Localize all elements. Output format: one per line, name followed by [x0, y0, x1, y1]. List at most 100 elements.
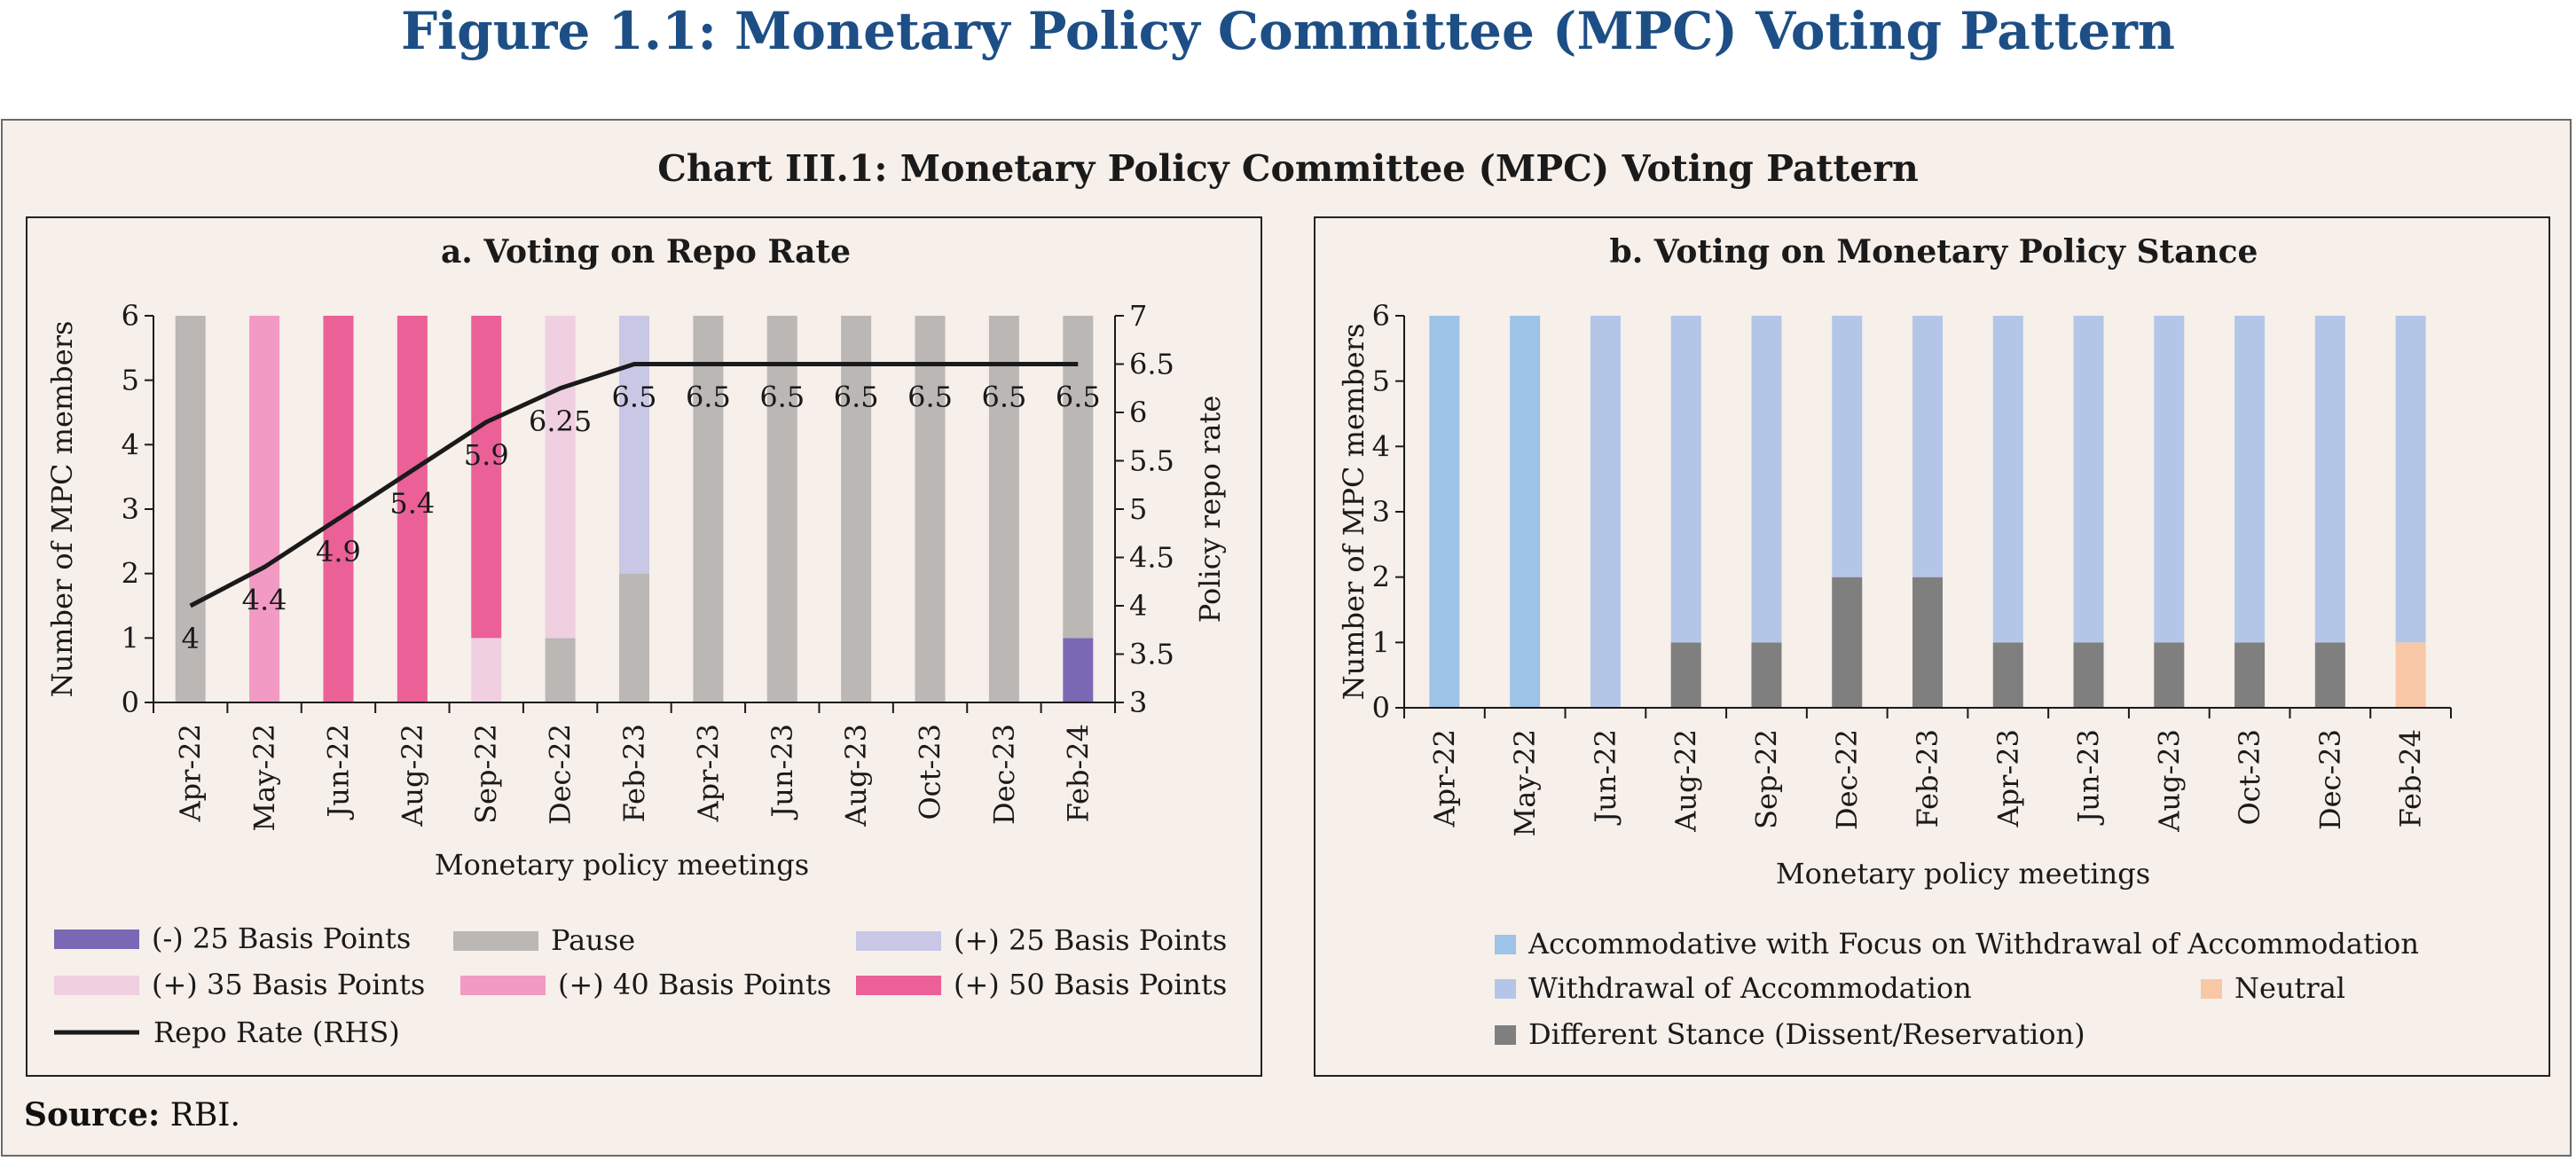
x-tick-label: Aug-22	[396, 724, 429, 828]
bar-segment	[2154, 316, 2185, 643]
source-label: Source:	[24, 1096, 161, 1134]
x-tick-label: Feb-23	[617, 724, 651, 822]
y-tick-label-left: 4	[122, 428, 139, 461]
y-tick-label-right: 4.5	[1129, 541, 1174, 575]
bar-segment	[1912, 577, 1943, 708]
bar-segment	[2154, 642, 2185, 708]
bar-segment	[1063, 316, 1094, 639]
bar-segment	[2234, 642, 2266, 708]
bar-segment	[2395, 316, 2426, 643]
bar-segment	[1063, 638, 1094, 702]
bar-segment	[471, 638, 502, 702]
legend-swatch	[54, 930, 139, 949]
repo-rate-data-label: 6.5	[686, 380, 731, 414]
repo-rate-data-label: 6.5	[759, 380, 805, 414]
bar-segment	[915, 316, 946, 702]
x-tick-label: May-22	[1508, 729, 1542, 836]
y-tick-label-left: 3	[1372, 495, 1390, 529]
x-tick-label: Apr-22	[1427, 729, 1461, 828]
repo-rate-data-label: 6.5	[907, 380, 953, 414]
legend-item: Withdrawal of Accommodation	[1495, 971, 1972, 1005]
bar-segment	[619, 316, 649, 574]
repo-rate-data-label: 6.5	[612, 380, 657, 414]
panel-b-policy-stance: b. Voting on Monetary Policy Stance 0 1 2 3 4…	[1314, 216, 2550, 1077]
x-tick-label: Feb-24	[1061, 724, 1095, 822]
repo-rate-data-label: 6.5	[981, 380, 1026, 414]
legend-label: (+) 40 Basis Points	[558, 968, 831, 1001]
x-tick-label: Aug-23	[2152, 729, 2186, 833]
y-tick-label-left: 5	[1372, 365, 1390, 398]
legend-item: (+) 40 Basis Points	[460, 968, 831, 1001]
y-axis-label-right: Policy repo rate	[1193, 396, 1227, 623]
legend-swatch	[856, 976, 941, 995]
x-tick-label: Apr-23	[691, 724, 725, 822]
source-note: Source: RBI.	[24, 1096, 240, 1134]
repo-rate-data-label: 5.4	[389, 486, 435, 520]
bar-segment	[988, 316, 1019, 702]
legend-item: Repo Rate (RHS)	[54, 1016, 400, 1049]
chart-container: Chart III.1: Monetary Policy Committee (…	[1, 119, 2572, 1157]
legend-label: Neutral	[2234, 971, 2345, 1005]
legend-label: Pause	[551, 923, 635, 957]
bar-segment	[249, 316, 280, 702]
x-tick-label: Oct-23	[914, 724, 947, 820]
y-tick-label-right: 7	[1129, 299, 1147, 333]
x-tick-label: Jun-23	[766, 724, 799, 820]
legend-item: (+) 25 Basis Points	[856, 923, 1227, 957]
bar-segment	[1429, 316, 1460, 708]
y-tick-label-left: 0	[122, 686, 139, 719]
bar-segment	[471, 316, 502, 639]
legend-label: Withdrawal of Accommodation	[1528, 971, 1972, 1005]
bar-segment	[1992, 642, 2023, 708]
y-tick-label-left: 0	[1372, 691, 1390, 725]
x-axis-label: Monetary policy meetings	[435, 848, 809, 882]
legend-label: Different Stance (Dissent/Reservation)	[1528, 1017, 2085, 1051]
x-tick-label: Feb-23	[1911, 729, 1944, 828]
bar-segment	[1912, 316, 1943, 577]
bar-segment	[2395, 642, 2426, 708]
x-tick-label: Dec-23	[987, 724, 1021, 825]
x-tick-label: Aug-23	[839, 724, 873, 828]
bar-segment	[1832, 316, 1863, 577]
y-tick-label-left: 2	[1372, 561, 1390, 594]
bar-segment	[1751, 642, 1782, 708]
bar-segment	[2314, 316, 2345, 643]
y-tick-label-left: 2	[122, 557, 139, 591]
bar-segment	[841, 316, 872, 702]
legend-label: Repo Rate (RHS)	[153, 1016, 400, 1049]
y-tick-label-left: 1	[1372, 625, 1390, 659]
legend-label: (-) 25 Basis Points	[152, 922, 411, 955]
chart-b-svg: b. Voting on Monetary Policy Stance 0 1 2 3 4…	[1337, 233, 2452, 1051]
bar-segment	[2073, 316, 2104, 643]
legend-swatch	[460, 976, 546, 995]
y-tick-label-left: 6	[122, 299, 139, 333]
panel-title: b. Voting on Monetary Policy Stance	[1610, 233, 2258, 271]
repo-rate-data-label: 4.9	[316, 535, 361, 569]
legend-label: (+) 35 Basis Points	[152, 968, 425, 1001]
legend-swatch	[453, 931, 538, 951]
bar-segment	[323, 316, 354, 702]
figure-title: Figure 1.1: Monetary Policy Committee (M…	[400, 1, 2176, 61]
bar-segment	[545, 316, 576, 639]
y-axis-label: Number of MPC members	[1337, 324, 1370, 701]
y-tick-label-right: 3.5	[1129, 638, 1174, 671]
bar-segment	[693, 316, 724, 702]
x-axis-label: Monetary policy meetings	[1776, 857, 2150, 890]
y-tick-label-left: 6	[1372, 299, 1390, 333]
legend-item: Accommodative with Focus on Withdrawal o…	[1495, 927, 2419, 961]
y-tick-label-left: 5	[122, 364, 139, 397]
bar-segment	[2234, 316, 2266, 643]
bar-segment	[175, 316, 206, 702]
legend-label: (+) 50 Basis Points	[954, 968, 1227, 1001]
y-tick-label-left: 1	[122, 621, 139, 655]
x-tick-label: Apr-23	[1991, 729, 2025, 828]
x-tick-label: Dec-22	[1830, 729, 1864, 830]
legend-swatch	[1495, 935, 1516, 954]
y-tick-label-right: 6	[1129, 396, 1147, 429]
x-tick-label: Oct-23	[2233, 729, 2266, 826]
x-tick-label: Apr-22	[174, 724, 208, 822]
legend-swatch	[1495, 979, 1516, 999]
y-tick-label-left: 4	[1372, 429, 1390, 463]
x-tick-label: Dec-23	[2313, 729, 2347, 830]
bar-segment	[1670, 316, 1701, 643]
